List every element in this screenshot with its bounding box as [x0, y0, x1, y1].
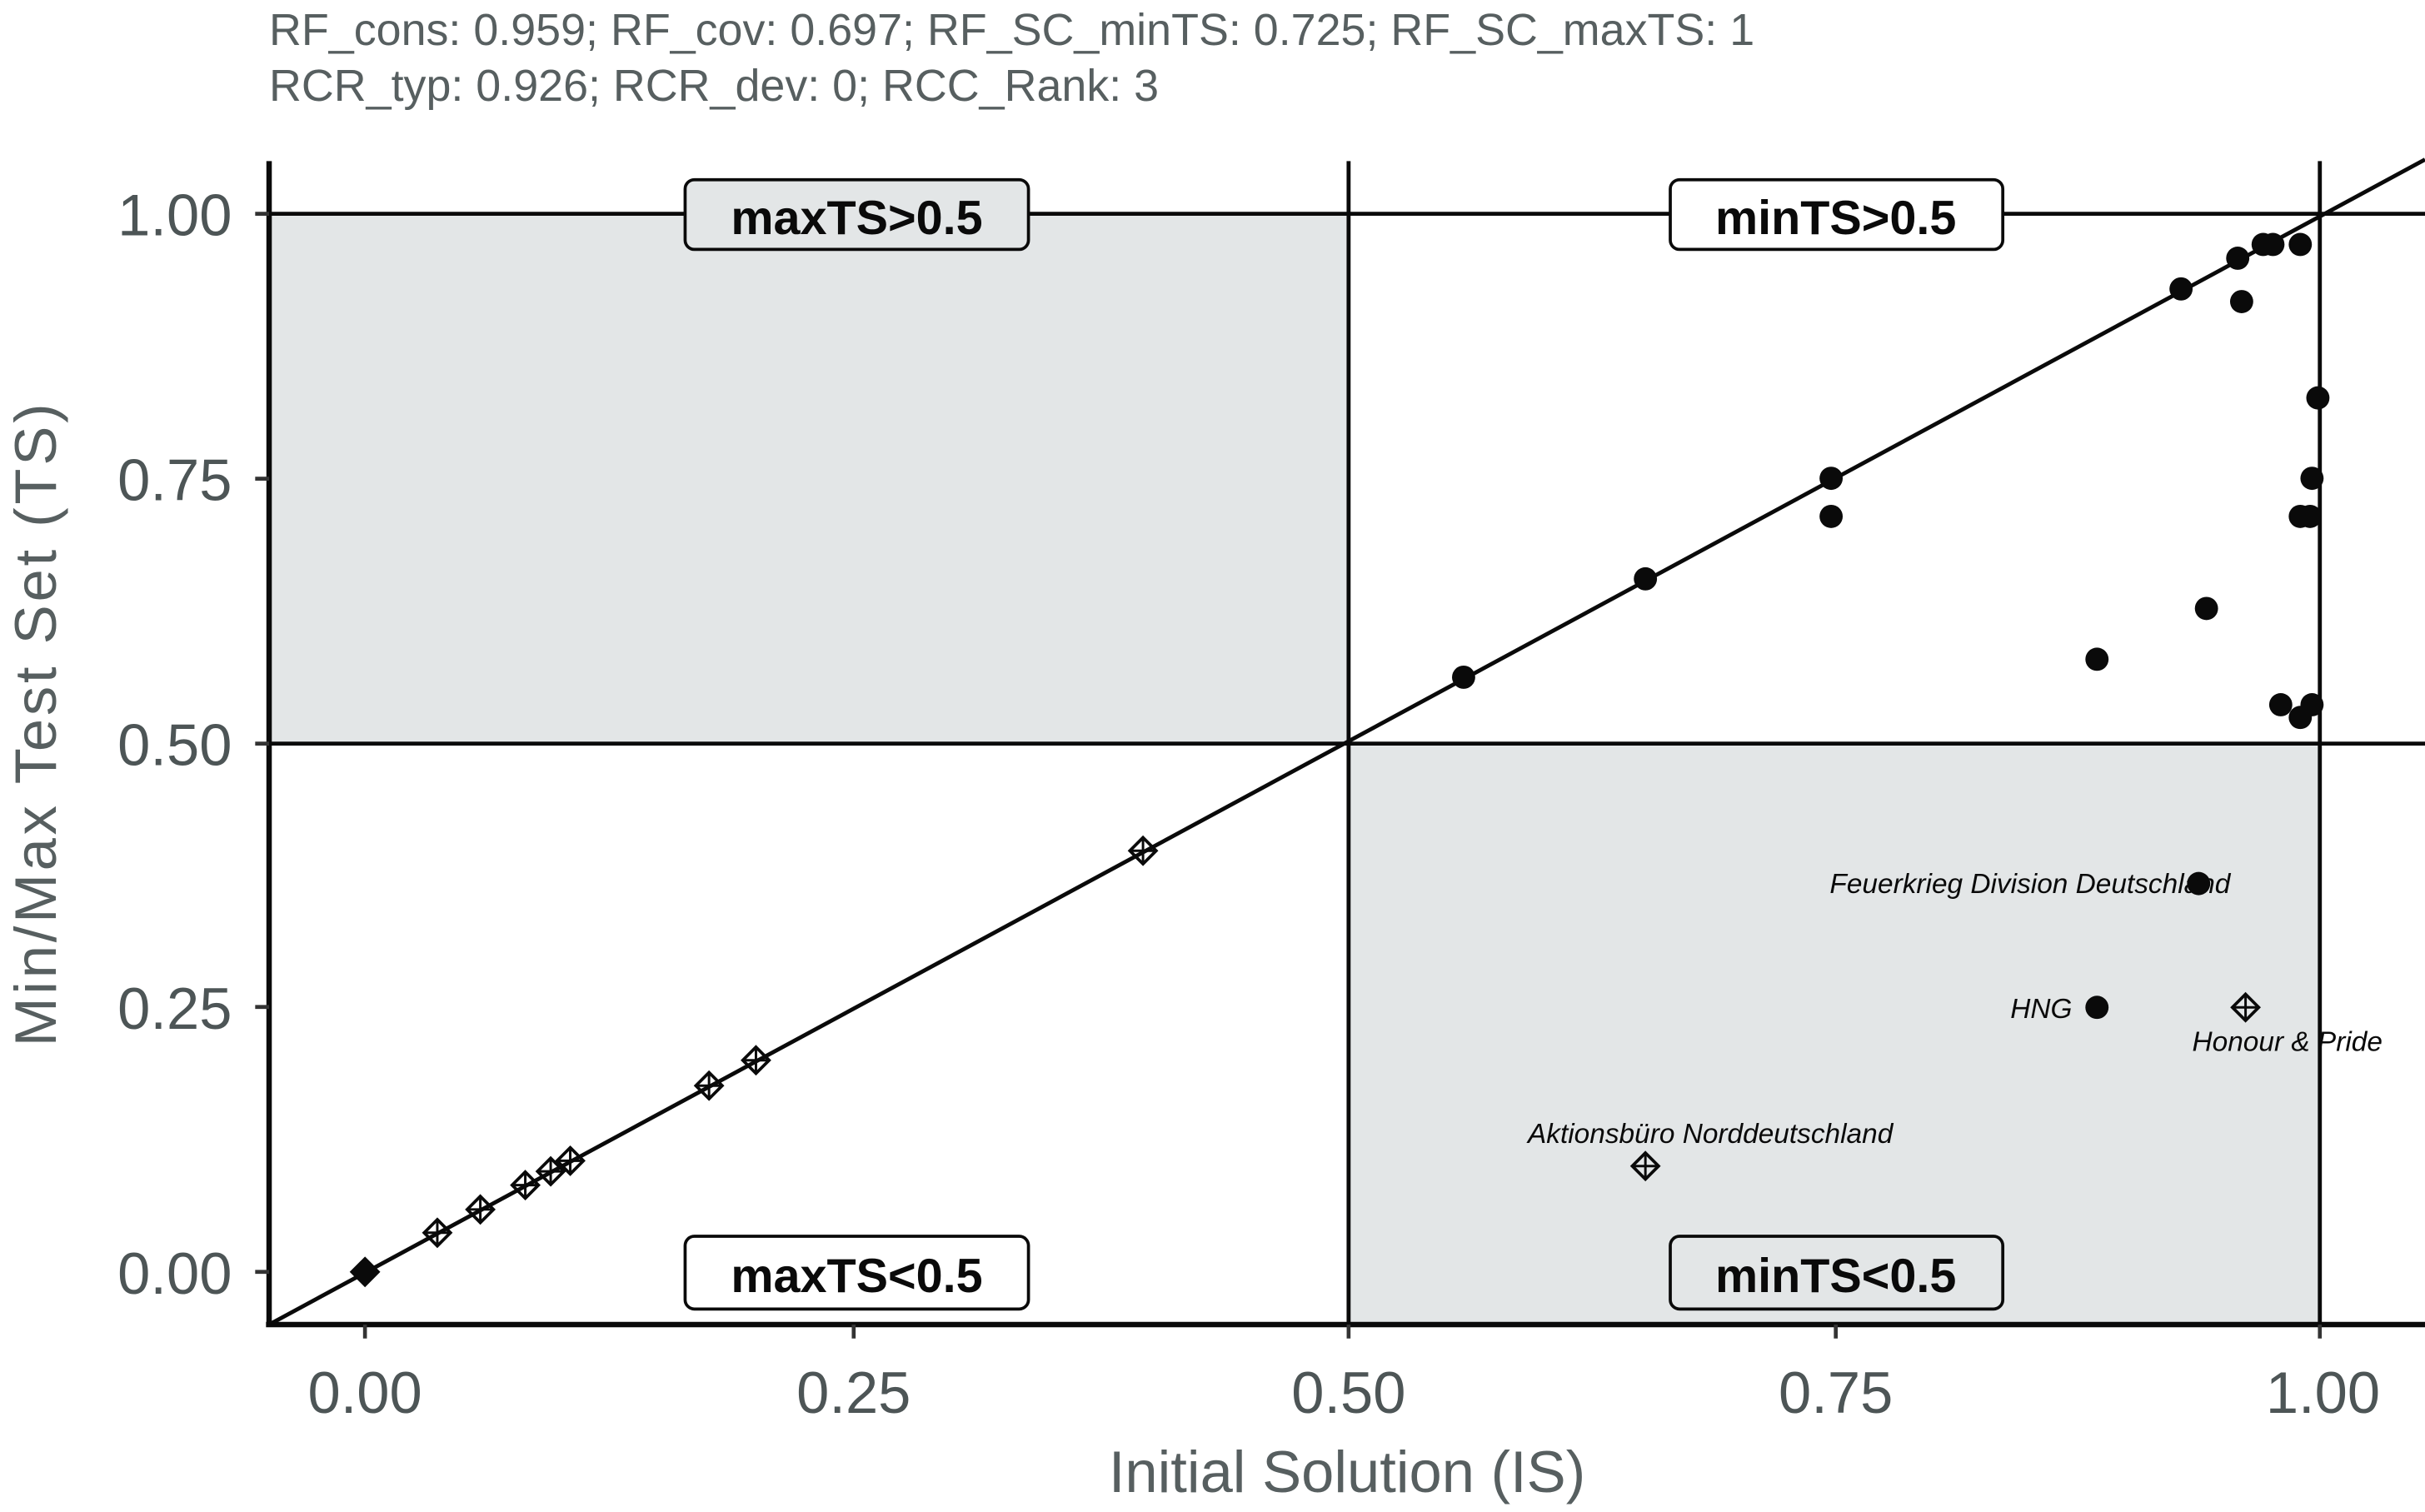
circle-marker — [1819, 504, 1844, 528]
circle-marker — [2229, 290, 2253, 313]
diamond-cross-marker — [535, 1155, 566, 1187]
quadrant-label-mints-gt: minTS>0.5 — [1669, 177, 2005, 252]
svg-text:minTS<0.5: minTS<0.5 — [1715, 1250, 1956, 1303]
diamond-cross-marker — [465, 1194, 496, 1225]
diamond-cross-marker — [2230, 991, 2261, 1023]
point-label: Aktionsbüro Norddeutschland — [1526, 1119, 1894, 1150]
y-tick-label: 0.75 — [117, 447, 232, 513]
point-label: Honour & Pride — [2193, 1026, 2383, 1057]
diamond-cross-marker — [555, 1145, 586, 1176]
circle-marker — [2306, 386, 2330, 410]
circle-marker — [2085, 996, 2109, 1020]
quadrant-label-maxts-gt: maxTS>0.5 — [683, 177, 1030, 252]
x-tick-label: 0.50 — [1291, 1360, 1405, 1425]
diagonal-line — [267, 157, 2425, 1327]
circle-marker — [2169, 277, 2193, 301]
x-tick-labels: 0.00 0.25 0.50 0.75 1.00 — [307, 1360, 2380, 1425]
filled-diamond-marker — [349, 1256, 381, 1288]
circle-marker — [2085, 647, 2109, 671]
y-axis-title: Min/Max Test Set (TS) — [2, 401, 68, 1047]
subtitle-line-2: RCR_typ: 0.926; RCR_dev: 0; RCC_Rank: 3 — [269, 61, 1159, 111]
x-tick-label: 0.25 — [796, 1360, 911, 1425]
diamond-cross-marker — [1629, 1150, 1661, 1182]
reference-lines — [267, 157, 2425, 1327]
y-tick-label: 0.25 — [117, 976, 232, 1041]
diamond-cross-marker — [422, 1217, 453, 1249]
circle-marker — [2268, 693, 2293, 716]
quadrant-label-mints-lt: minTS<0.5 — [1669, 1235, 2005, 1311]
quadrant-label-maxts-lt: maxTS<0.5 — [683, 1235, 1030, 1311]
circle-marker — [1819, 467, 1844, 491]
circle-marker — [1634, 566, 1658, 591]
y-tick-label: 0.50 — [117, 712, 232, 778]
svg-text:maxTS>0.5: maxTS>0.5 — [731, 192, 982, 245]
point-label: HNG — [2010, 994, 2072, 1025]
circle-marker — [2300, 467, 2324, 491]
x-tick-label: 0.00 — [307, 1360, 422, 1425]
x-axis-title: Initial Solution (IS) — [1109, 1439, 1585, 1505]
diamond-cross-marker — [1127, 835, 1159, 866]
circle-marker — [2194, 596, 2218, 621]
y-tick-labels: 0.00 0.25 0.50 0.75 1.00 — [117, 182, 232, 1306]
data-points — [349, 232, 2330, 1288]
x-tick-label: 1.00 — [2266, 1360, 2380, 1425]
circle-marker — [2298, 504, 2322, 528]
diamond-cross-marker — [693, 1070, 725, 1101]
x-tick-label: 0.75 — [1779, 1360, 1893, 1425]
y-tick-label: 0.00 — [117, 1240, 232, 1306]
y-tick-label: 1.00 — [117, 182, 232, 248]
svg-text:minTS>0.5: minTS>0.5 — [1715, 192, 1956, 245]
circle-marker — [2226, 247, 2250, 270]
circle-marker — [1452, 665, 1475, 689]
point-labels: Feuerkrieg Division Deutschland HNG Aktion… — [1526, 869, 2383, 1150]
circle-marker — [2300, 693, 2324, 716]
shaded-region-lower-right — [1348, 743, 2320, 1325]
svg-text:maxTS<0.5: maxTS<0.5 — [731, 1250, 982, 1303]
point-label: Feuerkrieg Division Deutschland — [1829, 869, 2231, 900]
circle-marker — [2261, 232, 2285, 257]
circle-marker — [2288, 232, 2313, 257]
circle-marker — [2187, 871, 2211, 896]
tick-marks — [255, 212, 2323, 1339]
subtitle-line-1: RF_cons: 0.959; RF_cov: 0.697; RF_SC_min… — [269, 5, 1754, 55]
shaded-region-upper-left — [269, 213, 1349, 744]
diamond-cross-marker — [741, 1045, 771, 1076]
diamond-cross-marker — [510, 1170, 541, 1201]
